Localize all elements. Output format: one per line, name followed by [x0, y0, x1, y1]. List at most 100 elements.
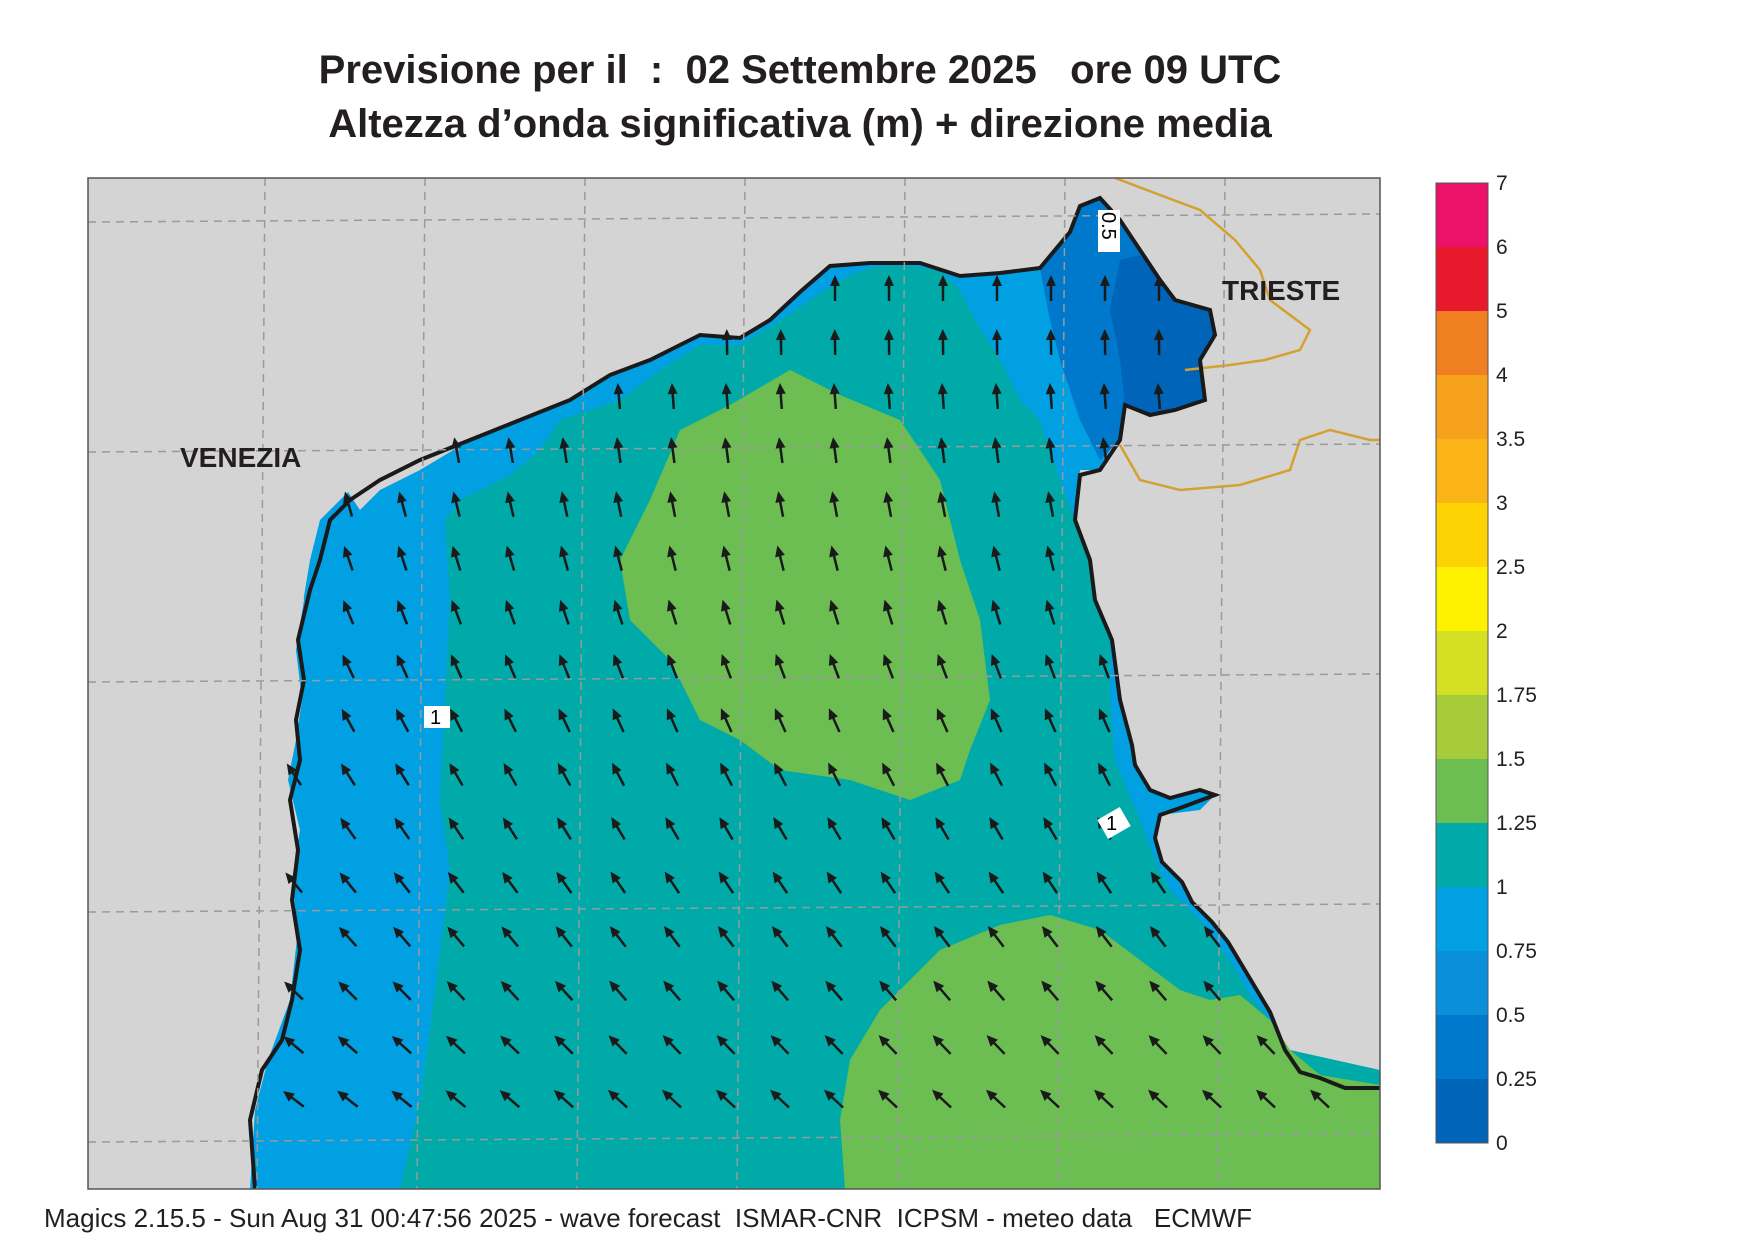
wave-arrow: [1149, 980, 1168, 1002]
legend-swatch: [1436, 1015, 1488, 1079]
wave-arrow: [937, 545, 947, 571]
legend-swatch: [1436, 183, 1488, 247]
svg-text:1: 1: [430, 707, 441, 729]
wave-arrow: [559, 545, 570, 571]
wave-arrow: [933, 926, 951, 948]
wave-arrow: [827, 817, 842, 841]
wave-arrow: [936, 762, 950, 787]
wave-arrow: [937, 491, 948, 518]
wave-arrow: [882, 762, 896, 787]
contour-label-1-west: 1: [424, 706, 450, 729]
legend-swatch: [1436, 247, 1488, 311]
wave-arrow: [396, 654, 409, 679]
legend-label: 7: [1496, 172, 1508, 195]
legend-label: 1.5: [1496, 748, 1525, 771]
legend-swatch: [1436, 439, 1488, 503]
wave-arrow: [883, 599, 894, 625]
legend-label: 3: [1496, 492, 1508, 515]
wave-arrow: [610, 871, 627, 894]
wave-arrow: [773, 817, 788, 841]
wave-arrow: [883, 383, 894, 410]
wave-arrow: [504, 654, 517, 679]
wave-arrow: [337, 1036, 359, 1055]
wave-arrow: [1044, 653, 1057, 679]
wave-arrow: [1095, 980, 1114, 1002]
wave-arrow: [829, 437, 840, 464]
wave-arrow: [613, 383, 624, 410]
place-label-trieste: TRIESTE: [1222, 275, 1340, 306]
wave-arrow: [721, 437, 732, 464]
wave-arrow: [826, 871, 843, 894]
wave-arrow: [775, 545, 785, 571]
wave-arrow: [829, 599, 840, 625]
legend-swatch: [1436, 567, 1488, 631]
wave-arrow: [554, 980, 574, 1002]
wave-arrow: [829, 545, 839, 571]
wave-arrow: [825, 926, 843, 948]
legend-swatch: [1436, 503, 1488, 567]
wave-arrow: [1098, 762, 1112, 787]
wave-arrow: [937, 599, 948, 625]
wave-arrow: [505, 437, 516, 464]
legend-label: 0.25: [1496, 1068, 1537, 1091]
wave-arrow: [721, 599, 732, 625]
wave-arrow: [720, 653, 733, 679]
graticule: [88, 178, 1380, 1189]
wave-arrow: [503, 762, 518, 787]
wave-arrow: [665, 817, 680, 841]
wave-arrow: [608, 1035, 628, 1055]
wave-arrow: [992, 275, 1002, 301]
wave-arrow: [775, 599, 786, 625]
state-border: [1114, 178, 1380, 492]
wave-arrow: [883, 491, 894, 518]
wave-arrow: [719, 817, 734, 841]
wave-arrow: [502, 817, 519, 840]
wave-arrow: [500, 1035, 520, 1055]
wave-arrow: [342, 545, 354, 571]
wave-arrow: [987, 980, 1006, 1002]
wave-arrow: [717, 980, 736, 1002]
wave-arrow: [557, 817, 572, 840]
wave-arrow: [343, 491, 354, 517]
wave-arrow: [609, 926, 627, 948]
wave-arrow: [989, 817, 1004, 841]
wave-arrow: [1094, 1089, 1114, 1109]
wave-arrow: [879, 980, 898, 1002]
wave-arrow: [613, 599, 624, 625]
wave-arrow: [339, 872, 357, 894]
wave-arrow: [986, 1035, 1006, 1055]
wave-arrow: [829, 383, 840, 410]
wave-arrow: [451, 491, 461, 517]
wave-arrow: [1045, 329, 1056, 356]
legend-label: 1.25: [1496, 812, 1537, 835]
wave-arrow: [775, 491, 786, 518]
wave-arrow: [505, 545, 516, 571]
wave-arrow: [395, 708, 410, 733]
wave-arrow: [451, 545, 462, 571]
wave-arrow: [1098, 653, 1111, 679]
wave-arrow: [829, 491, 840, 518]
wave-arrow: [937, 329, 948, 356]
wave-arrow: [338, 926, 358, 947]
wave-arrow: [933, 980, 952, 1002]
wave-arrow: [663, 980, 682, 1002]
wave-arrow: [449, 763, 464, 787]
wave-arrow: [1045, 437, 1056, 464]
legend-swatch: [1436, 695, 1488, 759]
wave-arrow: [1045, 545, 1055, 571]
wave-arrow: [988, 871, 1005, 894]
wave-arrow: [342, 600, 355, 625]
wave-arrow: [882, 653, 895, 679]
wave-arrow: [504, 599, 516, 625]
wave-arrow: [396, 600, 409, 625]
wave-arrow: [775, 329, 786, 356]
wave-arrow: [828, 653, 841, 679]
sea-band-1.25-1.5-north: [620, 370, 990, 800]
wave-arrow: [1094, 1035, 1114, 1055]
wave-arrow: [716, 1089, 736, 1109]
wave-arrow: [613, 545, 623, 571]
wave-arrow: [666, 708, 679, 733]
wave-arrow: [609, 980, 628, 1002]
wave-arrow: [502, 871, 519, 894]
wave-arrow: [663, 926, 681, 948]
